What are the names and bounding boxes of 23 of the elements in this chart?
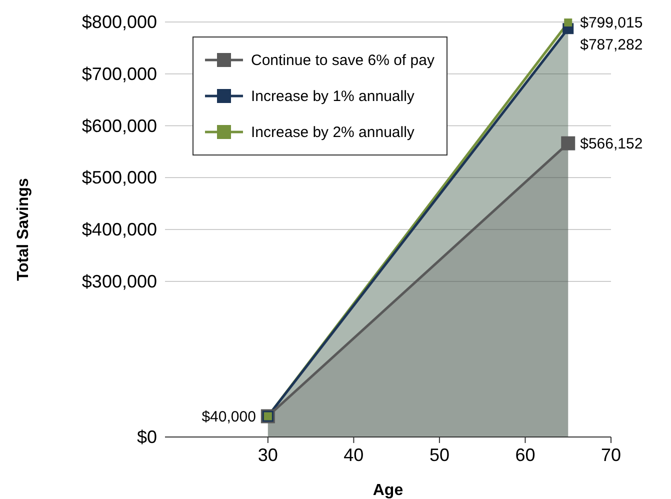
y-axis-title: Total Savings <box>15 178 32 281</box>
point <box>564 18 572 27</box>
y-tick-label: $700,000 <box>82 64 157 84</box>
y-tick-label: $300,000 <box>82 271 157 292</box>
x-axis-title: Age <box>372 482 404 499</box>
y-tick-label: $400,000 <box>82 220 157 240</box>
x-tick-label: 70 <box>600 445 622 465</box>
x-tick-label: 30 <box>258 445 278 465</box>
y-tick-label: $500,000 <box>82 168 157 188</box>
point <box>561 136 576 150</box>
legend-label: Increase by 1% annually <box>251 88 415 105</box>
data-label: $799,015 <box>580 14 643 32</box>
data-label: $566,152 <box>580 135 643 152</box>
y-tick-label: $600,000 <box>82 116 157 136</box>
x-tick-label: 40 <box>344 445 364 465</box>
data-label: $787,282 <box>580 36 643 54</box>
x-tick-label: 60 <box>515 445 536 465</box>
legend-label: Increase by 2% annually <box>251 124 415 141</box>
data-label: $40,000 <box>202 408 256 426</box>
y-tick-label: $0 <box>136 427 157 447</box>
legend-label: Continue to save 6% of pay <box>251 52 435 69</box>
y-tick-label: $800,000 <box>82 12 157 32</box>
x-tick-label: 50 <box>429 445 450 465</box>
